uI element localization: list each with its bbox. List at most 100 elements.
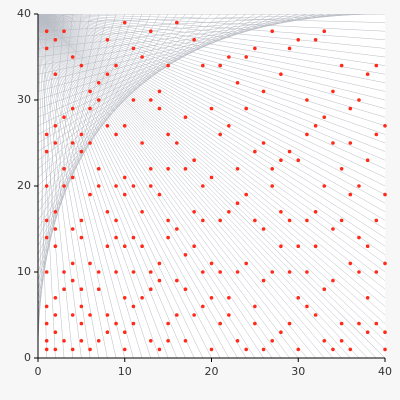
point (88, 89, 92, 94)
x-tick-label: 20 (205, 365, 219, 378)
point (53, 244, 58, 248)
point (305, 132, 309, 137)
point (70, 55, 75, 59)
point (62, 115, 66, 119)
point (105, 330, 110, 335)
point (322, 287, 327, 292)
point (114, 218, 118, 223)
point (105, 313, 110, 317)
guide-line (38, 14, 385, 49)
point (131, 98, 136, 102)
guide-line (38, 14, 238, 161)
point (105, 124, 110, 128)
point (96, 270, 101, 274)
point (157, 106, 162, 111)
point (279, 330, 283, 335)
point (261, 227, 266, 231)
point (70, 278, 75, 283)
point (157, 192, 162, 197)
point (88, 313, 92, 317)
guide-line (38, 14, 385, 109)
point (253, 218, 257, 223)
guide-line (38, 14, 385, 161)
point (44, 321, 49, 326)
point (357, 98, 361, 102)
point (313, 210, 318, 214)
point (374, 132, 379, 137)
guide-line (38, 14, 290, 109)
point (331, 227, 335, 231)
point (140, 141, 144, 145)
point (79, 63, 84, 68)
point (218, 218, 222, 223)
point (313, 244, 318, 248)
point (53, 347, 58, 352)
point (122, 330, 127, 335)
point (53, 72, 58, 76)
point (183, 253, 188, 257)
guide-line (38, 14, 385, 41)
point (88, 347, 92, 352)
point (70, 227, 75, 231)
point (218, 132, 222, 137)
point (227, 313, 231, 317)
point (114, 184, 118, 188)
point (209, 106, 214, 111)
guide-line (38, 14, 385, 170)
point (183, 167, 188, 171)
guide-line (38, 14, 385, 75)
y-tick-label: 30 (17, 93, 31, 106)
point (287, 270, 292, 274)
guide-line (38, 14, 385, 187)
point (279, 244, 283, 248)
point (166, 167, 170, 171)
point (253, 321, 257, 326)
point (79, 339, 84, 343)
point (192, 244, 196, 248)
point (148, 167, 153, 171)
point (365, 158, 370, 162)
point (70, 175, 75, 180)
x-tick-label: 10 (118, 365, 132, 378)
point (357, 184, 361, 188)
guide-line (38, 14, 385, 221)
point (383, 261, 387, 266)
guide-line (38, 14, 385, 238)
point (88, 192, 92, 197)
point (53, 227, 58, 231)
point (201, 218, 205, 223)
point (331, 141, 335, 145)
guide-line (38, 14, 281, 118)
point (331, 347, 335, 352)
point (70, 261, 75, 266)
point (122, 20, 127, 25)
guide-line (38, 14, 385, 32)
point (175, 141, 179, 145)
point (148, 98, 153, 102)
point (348, 347, 353, 352)
point (157, 278, 162, 283)
point (235, 201, 240, 205)
point (313, 124, 318, 128)
point (305, 218, 309, 223)
point (140, 210, 144, 214)
point (105, 244, 110, 248)
point (339, 339, 344, 343)
point (253, 304, 257, 309)
point (175, 20, 179, 25)
guide-line (38, 14, 212, 358)
point (53, 141, 58, 145)
guide-line (38, 14, 385, 127)
point (79, 218, 84, 223)
point (166, 339, 170, 343)
point (357, 270, 361, 274)
point (96, 184, 101, 188)
guide-line (38, 14, 385, 135)
point (244, 347, 248, 352)
point (383, 192, 387, 197)
point (105, 38, 110, 42)
guide-line (38, 14, 385, 333)
guide-line (38, 14, 308, 358)
point (235, 81, 240, 85)
point (296, 347, 301, 352)
